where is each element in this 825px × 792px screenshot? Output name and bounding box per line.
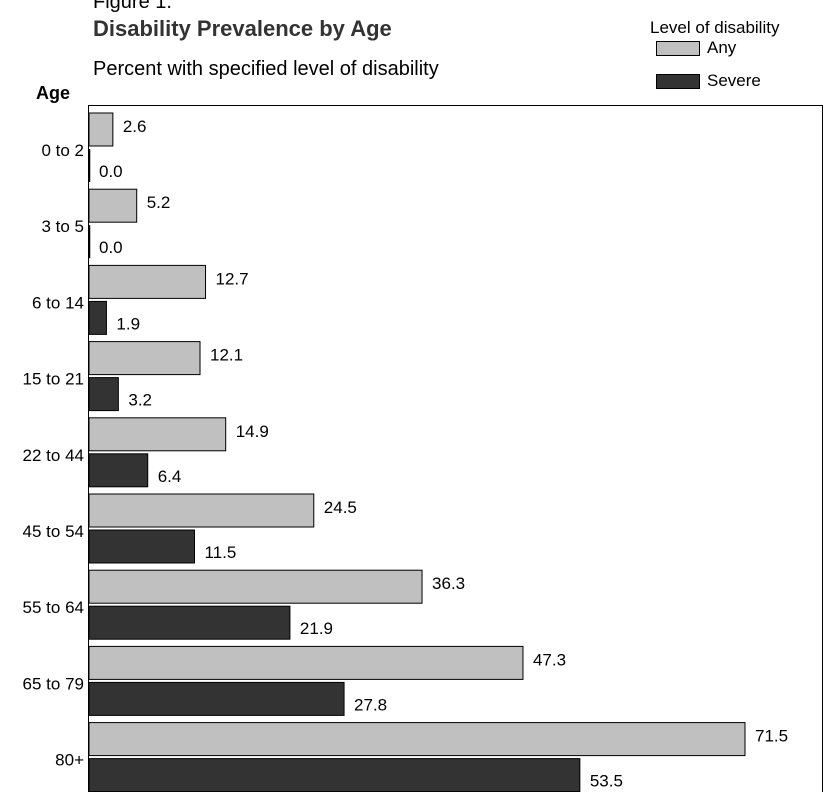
data-label-any-15-to-21: 12.1 [210,346,243,365]
bar-any-6-to-14 [88,264,207,299]
data-label-severe-55-to-64: 21.9 [300,619,333,638]
data-label-any-6-to-14: 12.7 [216,269,249,288]
data-label-any-55-to-64: 36.3 [432,574,465,593]
legend-title: Level of disability [650,18,780,37]
data-label-any-22-to-44: 14.9 [236,422,269,441]
category-label-22-to-44: 22 to 44 [23,446,84,465]
bar-any-3-to-5 [88,188,138,223]
data-label-severe-45-to-54: 11.5 [205,543,237,562]
data-label-severe-65-to-79: 27.8 [354,695,387,714]
bar-any-65-to-79 [88,645,524,680]
category-label-0-to-2: 0 to 2 [41,141,84,160]
bar-severe-15-to-21 [88,377,119,412]
legend-swatch-severe [656,74,700,89]
bar-severe-22-to-44 [88,453,149,488]
category-label-6-to-14: 6 to 14 [32,293,84,312]
chart-title: Disability Prevalence by Age [93,16,392,41]
bar-any-80 [88,722,746,757]
legend-swatch-any [656,41,700,56]
data-label-any-80: 71.5 [755,727,788,746]
bar-any-22-to-44 [88,417,227,452]
category-label-45-to-54: 45 to 54 [23,522,84,541]
category-label-15-to-21: 15 to 21 [23,370,84,389]
data-label-severe-22-to-44: 6.4 [158,467,182,486]
y-axis-label: Age [36,83,71,103]
data-label-any-0-to-2: 2.6 [123,117,147,136]
data-label-any-45-to-54: 24.5 [324,498,357,517]
bar-severe-65-to-79 [88,681,345,716]
figure-label: Figure 1. [93,0,172,13]
data-label-any-65-to-79: 47.3 [533,650,566,669]
bar-any-45-to-54 [88,493,315,528]
bar-any-55-to-64 [88,569,423,604]
bar-severe-55-to-64 [88,605,291,640]
data-label-any-3-to-5: 5.2 [147,193,171,212]
legend-label-any: Any [707,38,737,57]
data-label-severe-15-to-21: 3.2 [128,391,152,410]
category-label-3-to-5: 3 to 5 [41,217,84,236]
bar-severe-6-to-14 [88,300,107,335]
bar-any-15-to-21 [88,341,201,376]
data-label-severe-3-to-5: 0.0 [99,238,123,257]
category-label-55-to-64: 55 to 64 [23,598,84,617]
data-label-severe-0-to-2: 0.0 [99,162,123,181]
chart-subtitle: Percent with specified level of disabili… [93,58,439,80]
bar-any-0-to-2 [88,112,114,147]
data-label-severe-80: 53.5 [590,772,623,791]
category-label-80: 80+ [55,751,84,770]
data-label-severe-6-to-14: 1.9 [116,314,140,333]
bar-severe-45-to-54 [88,529,196,564]
category-label-65-to-79: 65 to 79 [23,674,84,693]
bar-severe-80 [88,758,581,792]
legend-label-severe: Severe [707,71,761,90]
